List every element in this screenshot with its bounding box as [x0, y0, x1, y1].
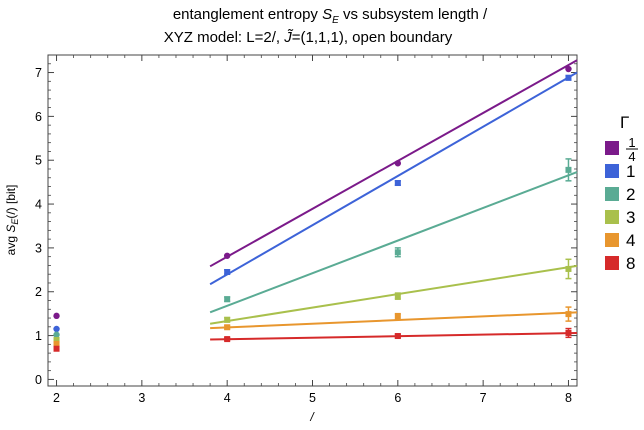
fit-line	[209, 71, 578, 286]
legend-swatch	[605, 141, 619, 155]
legend-label: 1	[626, 162, 635, 181]
fit-line	[209, 59, 578, 268]
data-point	[394, 313, 401, 320]
axis-ticks: 2 3 4 5 6 7 8 0 1 2 3 4 5 6 7	[35, 54, 577, 405]
legend-swatch	[605, 164, 619, 178]
data-point	[394, 333, 401, 340]
x-tick-label: 4	[224, 391, 231, 405]
data-point	[394, 293, 401, 300]
legend-swatch	[605, 210, 619, 224]
y-tick-label: 4	[35, 198, 42, 212]
data-point	[53, 331, 60, 338]
y-tick-label: 5	[35, 154, 42, 168]
data-point	[394, 180, 401, 187]
data-point	[53, 340, 60, 347]
legend-swatch	[605, 187, 619, 201]
x-tick-label: 5	[309, 391, 316, 405]
legend-title: Γ	[620, 113, 629, 132]
x-tick-label: 6	[394, 391, 401, 405]
data-point	[223, 252, 231, 259]
data-point	[224, 324, 231, 331]
y-tick-label: 6	[35, 110, 42, 124]
legend-label: 8	[626, 254, 635, 273]
y-tick-label: 3	[35, 241, 42, 255]
y-tick-label: 0	[35, 373, 42, 387]
x-axis-title: /	[309, 410, 315, 424]
chart-title-line-2: XYZ model: L=2/, J̃=(1,1,1), open bounda…	[164, 29, 453, 46]
legend-label: 14	[626, 135, 638, 164]
legend-label-denominator: 4	[628, 149, 635, 164]
data-point	[53, 345, 60, 352]
fit-line	[209, 264, 578, 325]
x-tick-label: 7	[480, 391, 487, 405]
fit-line	[210, 311, 578, 330]
x-tick-label: 3	[138, 391, 145, 405]
legend-label: 4	[626, 231, 635, 250]
fit-line	[210, 331, 578, 341]
data-point	[565, 329, 572, 336]
data-point	[224, 316, 231, 323]
y-tick-label: 7	[35, 66, 42, 80]
data-point	[224, 269, 231, 276]
y-tick-label: 2	[35, 285, 42, 299]
data-points	[53, 65, 572, 352]
fit-lines	[209, 59, 578, 341]
data-point	[53, 336, 60, 343]
data-point	[565, 265, 572, 272]
legend-swatch	[605, 233, 619, 247]
legend-label: 3	[626, 208, 635, 227]
y-tick-label: 1	[35, 329, 42, 343]
data-point	[53, 325, 60, 333]
data-point	[224, 336, 231, 343]
x-tick-label: 8	[565, 391, 572, 405]
data-point	[565, 65, 572, 73]
legend-swatch	[605, 256, 619, 270]
data-point	[565, 166, 572, 173]
legend-label: 2	[626, 185, 635, 204]
data-point	[224, 296, 231, 303]
y-axis-title: avg SE(/) [bit]	[4, 185, 20, 256]
legend-label-numerator: 1	[628, 135, 635, 150]
data-point	[394, 160, 402, 167]
chart-title-line-1: entanglement entropy SE vs subsystem len…	[173, 6, 488, 26]
data-point	[565, 311, 572, 318]
x-tick-label: 2	[53, 391, 60, 405]
data-point	[394, 249, 401, 256]
data-point	[565, 74, 572, 81]
data-point	[53, 312, 60, 320]
fit-line	[209, 171, 578, 314]
